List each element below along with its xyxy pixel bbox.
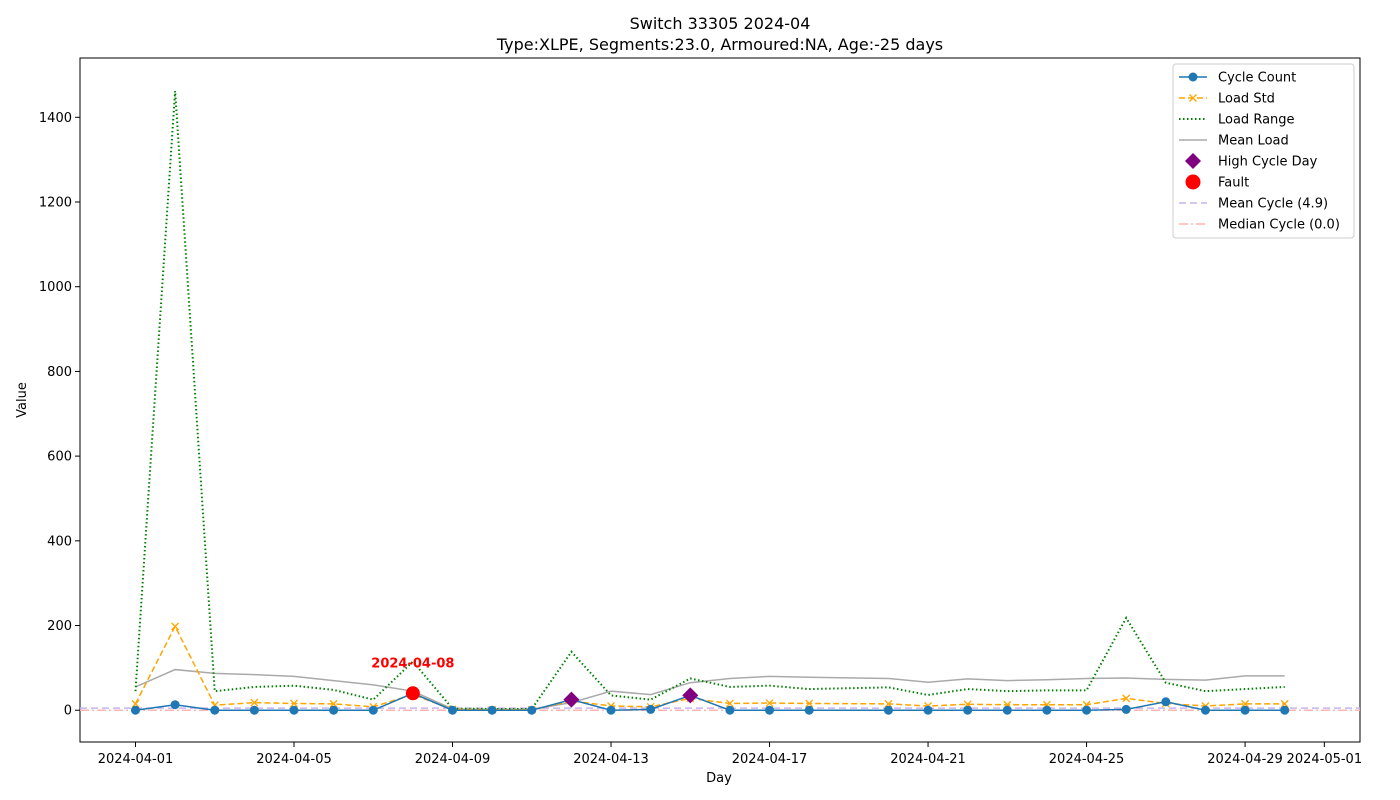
cycle-count-point — [883, 705, 893, 715]
series-line-load-std — [134, 624, 1285, 711]
legend-item-mean-load: Mean Load — [1179, 134, 1289, 149]
load-std-point — [1280, 699, 1289, 708]
legend-marker — [1185, 153, 1201, 169]
legend-label: Load Std — [1218, 92, 1275, 107]
cycle-count-point — [210, 705, 220, 715]
legend-item-load-std: Load Std — [1179, 92, 1275, 107]
cycle-count-point — [1161, 697, 1171, 707]
y-tick-label: 1200 — [39, 196, 72, 211]
legend-label: Cycle Count — [1218, 71, 1296, 86]
cycle-count-point — [1082, 705, 1092, 715]
load-std-point — [131, 699, 140, 708]
y-tick-label: 0 — [64, 704, 72, 719]
fault-annotation: 2024-04-08 — [371, 656, 454, 671]
cycle-count-point — [725, 705, 735, 715]
legend-item-high-cycle-day: High Cycle Day — [1185, 153, 1318, 170]
cycle-count-point — [448, 705, 458, 715]
cycle-count-point — [1042, 705, 1052, 715]
x-tick-label: 2024-05-01 — [1287, 752, 1363, 767]
load-std-point — [171, 622, 180, 631]
plot-frame — [79, 57, 1361, 743]
x-tick-label: 2024-04-05 — [256, 752, 332, 767]
chart-subtitle: Type:XLPE, Segments:23.0, Armoured:NA, A… — [496, 35, 943, 54]
x-axis-label: Day — [706, 771, 732, 786]
cycle-count-point — [170, 700, 180, 710]
load-std-point — [329, 699, 338, 708]
x-tick-label: 2024-04-21 — [890, 752, 966, 767]
load-std-point — [290, 699, 298, 708]
load-std-point — [805, 699, 814, 708]
cycle-count-point — [249, 705, 259, 715]
cycle-count-point — [329, 705, 339, 715]
y-tick-label: 1400 — [39, 111, 72, 126]
cycle-count-point — [1121, 704, 1131, 714]
legend-label: Mean Load — [1218, 134, 1289, 149]
load-std-point — [1241, 699, 1250, 708]
legend-box — [1172, 63, 1355, 239]
legend-label: Mean Cycle (4.9) — [1218, 197, 1328, 212]
legend-item-fault: Fault — [1185, 174, 1249, 191]
x-tick-label: 2024-04-01 — [98, 752, 174, 767]
load-std-point — [765, 699, 774, 707]
y-tick-label: 400 — [47, 534, 72, 549]
cycle-count-point — [130, 705, 140, 715]
legend-label: Median Cycle (0.0) — [1218, 218, 1340, 233]
cycle-count-point — [289, 705, 299, 715]
series-line-mean-load — [135, 668, 1285, 711]
legend-label: Load Range — [1218, 113, 1295, 128]
cycle-count-point — [923, 705, 933, 715]
cycle-count-point — [527, 705, 537, 715]
cycle-count-point — [1002, 705, 1012, 715]
cycle-count-point — [646, 704, 656, 714]
y-tick-label: 800 — [47, 365, 72, 380]
legend-marker — [1185, 174, 1201, 190]
legend: Cycle Count Load Std Load Range Mean Load Hi… — [1172, 63, 1355, 239]
load-std-point — [250, 698, 259, 707]
cycle-count-point — [606, 705, 616, 715]
cycle-count-point — [1280, 705, 1290, 715]
load-std-point — [725, 699, 734, 708]
legend-item-load-range: Load Range — [1179, 113, 1295, 128]
x-tick-label: 2024-04-25 — [1049, 752, 1125, 767]
legend-item-median-cycle-0-0: Median Cycle (0.0) — [1179, 218, 1340, 233]
cycle-count-point — [804, 705, 814, 715]
cycle-count-point — [1240, 705, 1250, 715]
x-tick-label: 2024-04-13 — [573, 752, 649, 767]
load-std-point — [1122, 694, 1131, 703]
x-tick-label: 2024-04-29 — [1207, 752, 1283, 767]
cycle-count-point — [1200, 705, 1210, 715]
cycle-count-point — [368, 705, 378, 715]
legend-label: Fault — [1218, 176, 1249, 191]
high-cycle-day-marker — [682, 687, 699, 704]
legend-label: High Cycle Day — [1218, 155, 1318, 170]
y-tick-label: 1000 — [39, 280, 72, 295]
y-tick-label: 200 — [47, 619, 72, 634]
x-tick-label: 2024-04-09 — [415, 752, 491, 767]
legend-item-cycle-count: Cycle Count — [1179, 71, 1296, 86]
legend-marker — [1189, 94, 1197, 102]
x-tick-label: 2024-04-17 — [732, 752, 808, 767]
legend-marker — [1188, 72, 1198, 82]
legend-item-mean-cycle-4-9: Mean Cycle (4.9) — [1179, 197, 1328, 212]
cycle-count-point — [487, 705, 497, 715]
cycle-count-point — [963, 705, 973, 715]
load-std-point — [884, 699, 893, 708]
plot-area: 2024-04-01 2024-04-05 2024-04-09 2024-04-13… — [39, 57, 1363, 767]
fault-marker — [405, 686, 420, 701]
cycle-count-point — [765, 705, 775, 715]
y-tick-label: 600 — [47, 450, 72, 465]
high-cycle-day-marker — [563, 691, 580, 708]
chart-title: Switch 33305 2024-04 — [630, 14, 811, 33]
y-axis-label: Value — [15, 382, 30, 418]
series-line-load-range — [134, 90, 1285, 710]
